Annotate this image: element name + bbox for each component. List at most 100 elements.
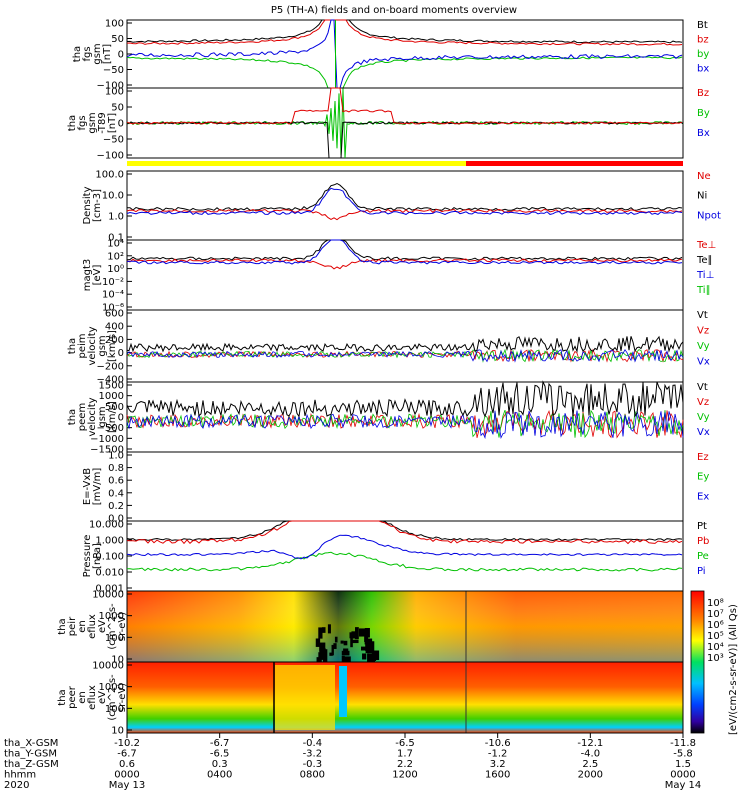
y-axis-label: -T89 [97, 112, 108, 134]
legend-entry: Vz [697, 326, 709, 337]
legend-entry: bx [697, 64, 709, 75]
y-tick-label: 10.0 [102, 191, 124, 202]
y-tick-label: 100 [105, 87, 124, 98]
y-tick-label: 10000 [92, 661, 124, 672]
y-axis-label: en [77, 620, 88, 633]
spectrogram-void [367, 653, 373, 663]
y-axis-label: peem [77, 403, 88, 431]
series-1 [126, 208, 683, 221]
y-tick-label: 1500 [99, 381, 124, 392]
series-Pb [126, 520, 683, 545]
y-axis-label: [nT] [107, 113, 118, 133]
y-axis-label: [eV] [92, 265, 103, 286]
spectrogram-void [341, 655, 345, 663]
y-tick-label: 10000 [92, 590, 124, 601]
series-component [126, 348, 684, 363]
y-axis-label: magt3 [82, 259, 93, 292]
x-tick-label: May 14 [665, 780, 702, 791]
panel-frame [126, 520, 684, 592]
x-tick-label: 0400 [207, 770, 232, 781]
y-axis-label: velocity [87, 326, 98, 365]
x-tick-label: 3.2 [490, 759, 506, 770]
y-axis-label: eflux [87, 685, 98, 710]
y-axis-label: Density [82, 186, 93, 224]
colorbar-tick-label: 10⁶ [707, 620, 724, 631]
series-Vt [126, 380, 684, 418]
y-axis-label: sr-eV) [117, 612, 128, 641]
panel-fgs: 100 50 0 −50 −100 tha fgs gsm [nT] Bt bz by bx [72, 19, 709, 92]
y-axis-label: sr-eV) [117, 683, 128, 712]
colorbar-tick-label: 10⁵ [707, 631, 724, 642]
x-tick-label: May 13 [109, 780, 146, 791]
y-tick-label: 10² [107, 251, 124, 262]
y-tick-label: 50 [111, 34, 124, 45]
y-axis-label: [km/s] [107, 401, 118, 433]
x-tick-label: -0.4 [303, 738, 323, 749]
y-axis-label: E=-VxB [82, 468, 93, 505]
legend-entry: By [697, 108, 710, 119]
x-tick-label: -3.2 [303, 749, 323, 760]
y-tick-label: 100 [105, 633, 124, 644]
y-axis-label: gsm [87, 112, 98, 133]
spectrogram-void [365, 638, 373, 651]
x-tick-label: -10.6 [485, 738, 511, 749]
y-axis-label: eflux [87, 614, 98, 639]
y-tick-label: 100.0 [95, 170, 124, 181]
legend-entry: Pb [697, 536, 709, 547]
y-axis-label: peim [77, 333, 88, 358]
colorbar-tick-label: 10⁷ [707, 609, 724, 620]
series-bz [126, 19, 683, 46]
y-tick-label: 10.000 [89, 520, 124, 531]
y-tick-label: 0.2 [108, 501, 124, 512]
series-bx [126, 19, 683, 89]
spectrogram-void [318, 627, 323, 639]
legend-entry: Ez [697, 452, 709, 463]
y-tick-label: −400 [97, 375, 124, 386]
y-axis-label: fgs [82, 46, 93, 61]
spectrogram-void [364, 637, 368, 645]
y-tick-label: 0.100 [95, 552, 124, 563]
x-tick-label: -6.5 [395, 738, 415, 749]
y-tick-label: −200 [97, 361, 124, 372]
y-tick-label: 10 [111, 726, 124, 737]
series-1 [126, 258, 683, 270]
y-tick-label: 1.000 [95, 536, 124, 547]
y-tick-label: 10⁻⁴ [102, 290, 124, 301]
y-axis-label: eV [97, 620, 108, 633]
y-tick-label: 1000 [99, 682, 124, 693]
legend-entry: Ni [697, 191, 707, 202]
legend-entry: Pt [697, 521, 707, 532]
legend-entry: Te⊥ [696, 240, 716, 251]
x-tick-label: 0800 [300, 770, 325, 781]
spectrogram-void [350, 634, 353, 648]
region-bar-yellow [127, 161, 466, 166]
panel-frame [126, 309, 684, 383]
x-tick-label: 0.6 [119, 759, 135, 770]
x-tick-label: 0000 [114, 770, 139, 781]
series-Vt [126, 335, 684, 354]
spectrogram-void [322, 649, 328, 663]
legend-entry: Vt [697, 310, 708, 321]
x-tick-label: -6.7 [210, 738, 230, 749]
colorbar-gradient [690, 590, 705, 734]
y-tick-label: 0.010 [95, 568, 124, 579]
y-tick-label: 400 [105, 322, 124, 333]
legend-entry: Pi [697, 566, 706, 577]
series-Bx [126, 121, 684, 159]
x-tick-label: -11.8 [670, 738, 696, 749]
legend-entry: bz [697, 35, 709, 46]
x-row-label: tha_X-GSM [4, 738, 58, 749]
y-axis-label: velocity [87, 397, 98, 436]
spectrogram-fill [127, 662, 683, 733]
legend-entry: Npot [697, 210, 721, 221]
y-tick-label: 0.0 [108, 514, 124, 525]
x-tick-label: -4.0 [581, 749, 601, 760]
y-axis-label: tha [57, 689, 68, 705]
y-tick-label: 0 [118, 119, 124, 130]
spectrogram-void [362, 653, 367, 660]
legend-entry: Vy [697, 341, 710, 352]
spectrogram-void [349, 632, 357, 639]
